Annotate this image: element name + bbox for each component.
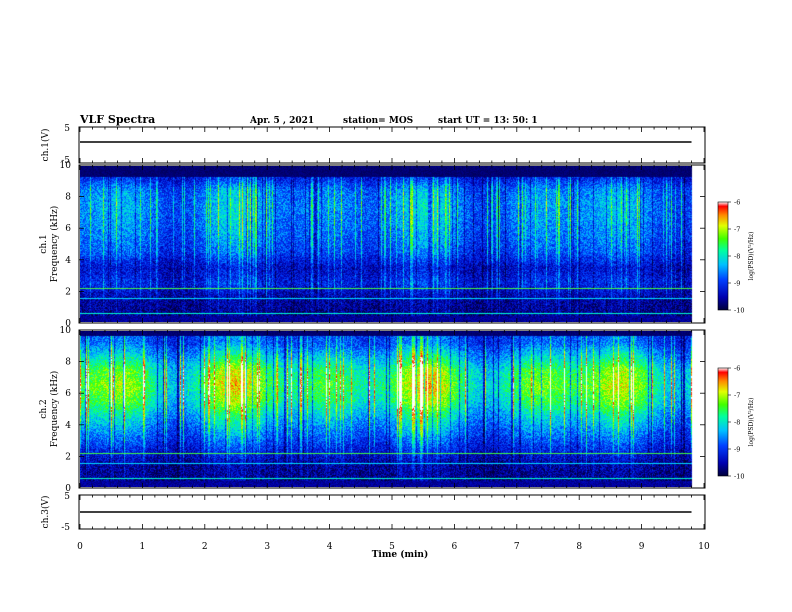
spectrogram-ytick-label: 8	[65, 193, 71, 203]
ch1-voltage-ytick-bottom: -5	[61, 156, 70, 166]
ch1-colorbar-ticks: -6 -7 -8 -9 -10	[728, 199, 744, 315]
spectrogram-ytick-label: 2	[65, 452, 71, 462]
ch3-voltage-ytick-bottom: -5	[61, 523, 70, 533]
spectrogram-ytick-label: 6	[65, 389, 71, 399]
colorbar-tick-label: -7	[734, 226, 740, 234]
x-tick-label: 5	[389, 542, 395, 552]
ch1-colorbar: -6 -7 -8 -9 -10 log(PSD)(V²/Hz)	[717, 199, 755, 315]
ch3-voltage-ytick-top: 5	[64, 492, 70, 502]
spectrogram-ytick-label: 6	[65, 224, 71, 234]
ch2-colorbar: -6 -7 -8 -9 -10 log(PSD)(V²/Hz)	[717, 365, 755, 481]
ch1-colorbar-label: log(PSD)(V²/Hz)	[748, 232, 755, 281]
colorbar-tick-label: -7	[734, 392, 740, 400]
start-ut-label: start UT = 13: 50: 1	[438, 116, 538, 126]
colorbar-tick-label: -8	[734, 419, 740, 427]
ch2-spectrogram-yticks: 10 8 6 4 2 0	[60, 326, 705, 494]
spectrogram-ytick-label: 2	[65, 287, 71, 297]
x-tick-label: 7	[514, 542, 520, 552]
ch2-spectrogram-ylabel-channel: ch.2	[39, 399, 49, 418]
x-axis-tick-labels: 0 1 2 3 4 5 6 7 8 9 10	[77, 542, 710, 552]
ch2-colorbar-gradient	[718, 368, 728, 476]
x-tick-label: 9	[639, 542, 645, 552]
ch2-spectrogram-ylabel-freq: Frequency (kHz)	[49, 371, 60, 448]
colorbar-tick-label: -9	[734, 446, 740, 454]
colorbar-tick-label: -9	[734, 280, 740, 288]
colorbar-tick-label: -6	[734, 199, 740, 207]
ch1-spectrogram-yticks: 10 8 6 4 2 0	[60, 161, 705, 329]
x-tick-label: 1	[140, 542, 146, 552]
x-tick-label: 10	[698, 542, 710, 552]
spectrogram-ytick-label: 0	[65, 484, 71, 494]
panel-ch2-spectrogram: ch.2 Frequency (kHz) 10 8 6 4 2 0	[39, 326, 706, 494]
colorbar-tick-label: -8	[734, 253, 740, 261]
ch1-spectrogram-image	[80, 166, 704, 322]
x-tick-label: 4	[327, 542, 333, 552]
spectrogram-ytick-label: 0	[65, 319, 71, 329]
ch1-voltage-ylabel: ch.1(V)	[40, 129, 51, 162]
ch2-spectrogram-image	[80, 331, 704, 487]
spectrogram-ytick-label: 10	[60, 161, 72, 171]
panel-ch1-spectrogram: ch.1 Frequency (kHz) 10 8 6 4 2 0	[39, 161, 706, 329]
spectrogram-ytick-label: 4	[65, 256, 71, 266]
colorbar-tick-label: -6	[734, 365, 740, 373]
x-tick-label: 8	[576, 542, 582, 552]
x-tick-label: 2	[202, 542, 208, 552]
spectrogram-ytick-label: 4	[65, 421, 71, 431]
figure-title: VLF Spectra	[79, 113, 155, 126]
x-tick-label: 3	[264, 542, 270, 552]
ch2-colorbar-ticks: -6 -7 -8 -9 -10	[728, 365, 744, 481]
ch1-spectrogram-ylabel-channel: ch.1	[39, 234, 49, 253]
ch1-voltage-ytick-top: 5	[64, 124, 70, 134]
x-axis-label: Time (min)	[372, 549, 429, 560]
ch2-colorbar-label: log(PSD)(V²/Hz)	[748, 398, 755, 447]
colorbar-tick-label: -10	[734, 473, 744, 481]
ch3-voltage-ylabel: ch.3(V)	[40, 496, 51, 529]
x-tick-marks	[79, 127, 705, 529]
date-label: Apr. 5 , 2021	[249, 116, 314, 126]
x-tick-label: 6	[452, 542, 458, 552]
spectrogram-ytick-label: 8	[65, 358, 71, 368]
colorbar-tick-label: -10	[734, 307, 744, 315]
spectrogram-ytick-label: 10	[60, 326, 72, 336]
ch1-spectrogram-ylabel-freq: Frequency (kHz)	[49, 206, 60, 283]
ch1-colorbar-gradient	[718, 202, 728, 310]
x-tick-label: 0	[77, 542, 83, 552]
station-label: station= MOS	[343, 116, 413, 126]
